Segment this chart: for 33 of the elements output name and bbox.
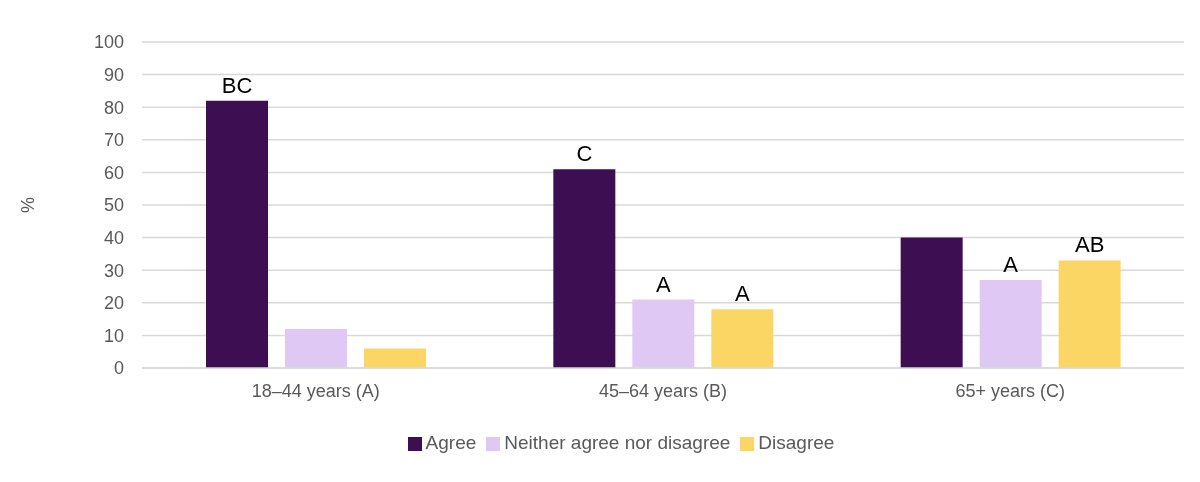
x-tick-label: 45–64 years (B) xyxy=(598,380,728,401)
y-tick-label: 80 xyxy=(103,97,124,118)
legend-label: Neither agree nor disagree xyxy=(504,432,731,453)
bar xyxy=(632,299,695,368)
y-tick-label: 70 xyxy=(103,130,124,151)
bar xyxy=(979,279,1042,368)
bar xyxy=(711,309,774,368)
y-tick-label: 10 xyxy=(103,325,124,346)
legend-label: Disagree xyxy=(758,432,835,453)
bar xyxy=(285,328,347,368)
y-axis-title: % xyxy=(18,196,39,214)
bar xyxy=(206,100,268,368)
y-tick-label: 30 xyxy=(103,260,124,281)
legend-label: Agree xyxy=(425,432,477,453)
y-tick-label: 100 xyxy=(93,32,124,53)
data-label: AB xyxy=(1074,232,1105,258)
data-label: A xyxy=(655,271,671,297)
x-tick-label: 18–44 years (A) xyxy=(251,380,380,401)
x-tick-label: 65+ years (C) xyxy=(955,380,1066,401)
data-label: A xyxy=(734,281,750,307)
bar xyxy=(900,237,963,368)
y-tick-label: 60 xyxy=(103,162,124,183)
y-tick-label: 40 xyxy=(103,227,124,248)
y-tick-label: 20 xyxy=(103,293,124,314)
y-tick-label: 50 xyxy=(103,195,124,216)
bar xyxy=(1058,260,1121,368)
data-label: C xyxy=(576,141,593,167)
y-tick-label: 90 xyxy=(103,64,124,85)
bar xyxy=(364,348,426,368)
data-label: BC xyxy=(221,72,253,98)
y-tick-label: 0 xyxy=(113,358,124,379)
bar xyxy=(553,169,616,368)
data-label: A xyxy=(1003,251,1019,277)
